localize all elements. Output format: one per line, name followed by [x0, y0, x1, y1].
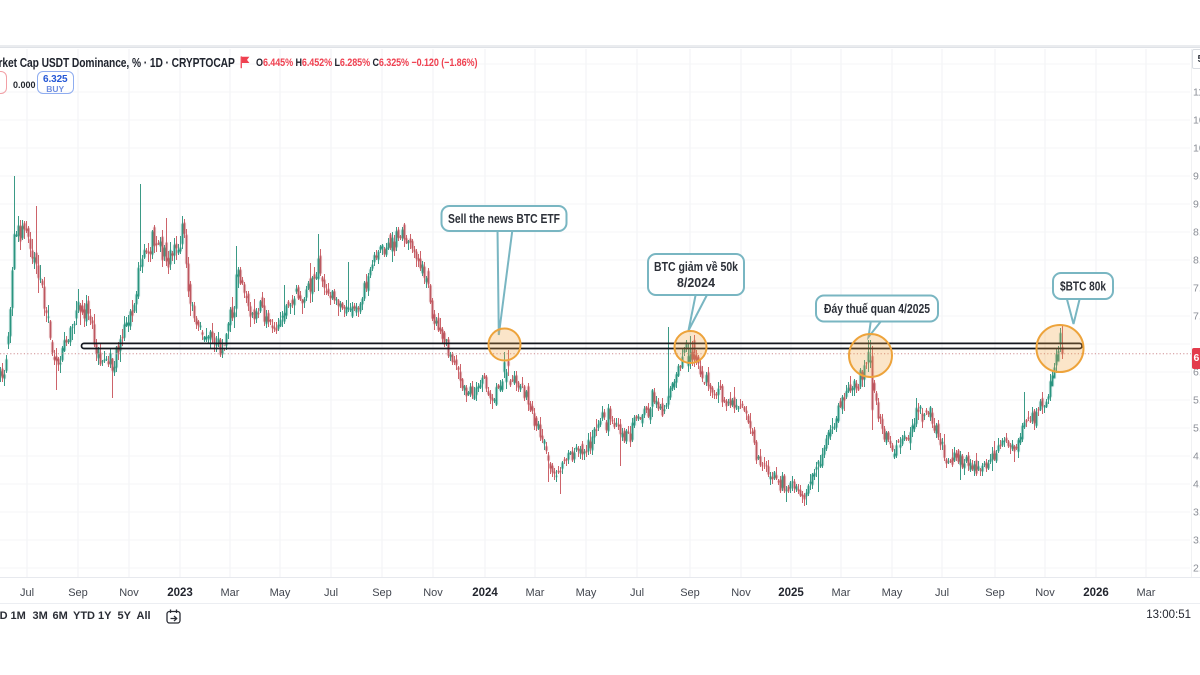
- svg-text:5.500: 5.500: [1193, 395, 1200, 407]
- svg-text:11.000: 11.000: [1193, 87, 1200, 99]
- svg-text:2.500: 2.500: [1193, 563, 1200, 575]
- svg-text:BTC giảm về 50k: BTC giảm về 50k: [654, 260, 738, 274]
- svg-text:9.500: 9.500: [1193, 171, 1200, 183]
- svg-text:8.500: 8.500: [1193, 227, 1200, 239]
- svg-text:6.000: 6.000: [1193, 367, 1200, 379]
- svg-text:4.500: 4.500: [1193, 451, 1200, 463]
- svg-text:3.000: 3.000: [1193, 535, 1200, 547]
- svg-text:10.500: 10.500: [1193, 115, 1200, 127]
- svg-text:3.500: 3.500: [1193, 507, 1200, 519]
- svg-text:8.000: 8.000: [1193, 255, 1200, 267]
- svg-text:10.000: 10.000: [1193, 143, 1200, 155]
- svg-text:$BTC 80k: $BTC 80k: [1060, 280, 1106, 294]
- svg-text:4.000: 4.000: [1193, 479, 1200, 491]
- svg-text:7.000: 7.000: [1193, 311, 1200, 323]
- svg-text:7.500: 7.500: [1193, 283, 1200, 295]
- svg-text:8/2024: 8/2024: [677, 276, 715, 290]
- svg-text:5.000: 5.000: [1193, 423, 1200, 435]
- svg-text:Sell the news BTC ETF: Sell the news BTC ETF: [448, 212, 560, 226]
- svg-text:9.000: 9.000: [1193, 199, 1200, 211]
- svg-text:Đáy thuế quan 4/2025: Đáy thuế quan 4/2025: [824, 302, 930, 316]
